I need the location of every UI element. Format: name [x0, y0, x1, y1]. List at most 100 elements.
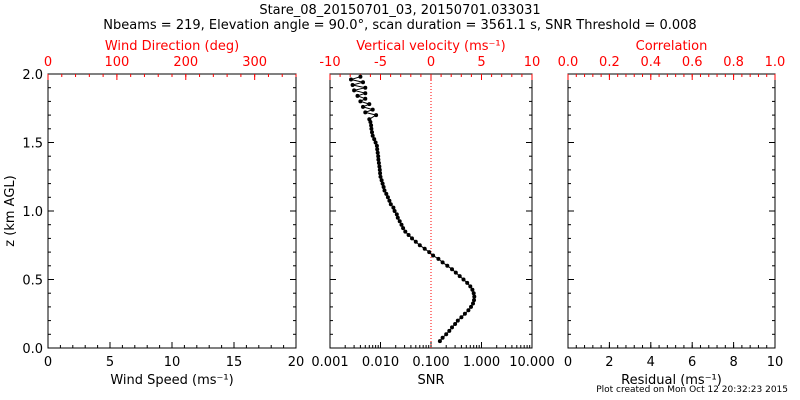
snr-data-point [406, 233, 411, 237]
snr-data-point [380, 181, 385, 186]
snr-data-point [378, 174, 383, 179]
x-tick-label-bottom: 1.000 [463, 355, 500, 370]
snr-data-point [422, 246, 427, 251]
y-tick-label: 0.5 [22, 274, 43, 289]
snr-data-point [392, 209, 397, 213]
x-tick-label-bottom: 4 [647, 355, 655, 370]
snr-data-point [466, 308, 471, 313]
x-tick-label-bottom: 0.100 [412, 355, 449, 370]
snr-data-point [394, 212, 399, 217]
snr-data-point [462, 311, 467, 316]
y-tick-label: 1.0 [22, 205, 43, 220]
snr-data-point [358, 74, 363, 79]
snr-data-point [363, 110, 368, 115]
snr-data-point [469, 304, 473, 309]
x-tick-label-top: 0.6 [682, 55, 703, 70]
x-tick-label-top: 0 [44, 55, 52, 70]
snr-data-point [350, 83, 355, 87]
x-axis-label-top: Correlation [636, 39, 708, 54]
snr-data-point [471, 301, 475, 306]
snr-data-point [444, 332, 449, 337]
snr-data-point [376, 154, 381, 159]
snr-data-point [440, 260, 445, 265]
snr-data-point [363, 91, 368, 96]
x-tick-label-bottom: 8 [729, 355, 737, 370]
snr-data-point [472, 294, 477, 299]
x-tick-label-top: 0.4 [640, 55, 661, 70]
snr-data-point [349, 77, 353, 82]
snr-data-point [468, 284, 473, 289]
y-axis-label: z (km AGL) [3, 175, 18, 246]
x-axis-label-top: Wind Direction (deg) [105, 39, 239, 54]
snr-data-point [450, 267, 454, 272]
snr-data-point [361, 80, 365, 85]
snr-data-point [410, 236, 414, 241]
x-tick-label-bottom: 5 [106, 355, 114, 370]
snr-data-point [370, 133, 375, 138]
snr-data-point [445, 263, 450, 268]
x-tick-label-top: 5 [477, 55, 485, 70]
x-tick-label-top: 0 [427, 55, 435, 70]
snr-data-point [447, 328, 452, 333]
snr-data-point [453, 270, 458, 275]
snr-data-point [373, 140, 378, 145]
snr-data-point [403, 229, 408, 234]
snr-data-point [378, 171, 383, 176]
x-axis-label-bottom: SNR [417, 373, 444, 388]
snr-data-point [374, 143, 379, 148]
x-tick-label-bottom: 10 [767, 355, 784, 370]
snr-data-point [397, 219, 402, 224]
snr-data-point [355, 93, 360, 98]
x-tick-label-bottom: 0 [564, 355, 572, 370]
x-tick-label-bottom: 20 [288, 355, 305, 370]
snr-data-point [440, 335, 445, 340]
snr-data-point [472, 298, 476, 303]
snr-data-point [387, 198, 392, 203]
x-tick-label-bottom: 10 [164, 355, 181, 370]
x-tick-label-bottom: 6 [688, 355, 696, 370]
snr-data-point [375, 147, 380, 152]
snr-data-point [459, 315, 464, 320]
snr-data-point [372, 137, 377, 142]
snr-data-point [471, 291, 476, 296]
snr-data-point [465, 280, 470, 285]
snr-data-point [370, 107, 375, 112]
x-tick-label-top: -5 [374, 55, 387, 70]
x-tick-label-bottom: 0.001 [311, 355, 348, 370]
snr-data-point [431, 253, 436, 258]
snr-data-point [388, 202, 393, 207]
x-axis-label-bottom: Wind Speed (ms⁻¹) [110, 373, 233, 388]
snr-data-point [374, 113, 379, 118]
snr-data-point [450, 325, 454, 330]
snr-data-point [453, 322, 458, 326]
snr-data-point [375, 150, 380, 155]
plot-credit: Plot created on Mon Oct 12 20:32:23 2015 [596, 385, 788, 395]
snr-data-point [382, 188, 387, 193]
snr-data-point [385, 195, 390, 200]
x-axis-label-bottom: Residual (ms⁻¹) [621, 373, 722, 388]
x-tick-label-bottom: 2 [605, 355, 613, 370]
snr-data-point [455, 318, 460, 323]
y-tick-label: 2.0 [22, 68, 43, 83]
plot-frame-correlation [567, 73, 776, 349]
snr-data-point [367, 102, 372, 107]
snr-data-point [417, 243, 422, 248]
snr-data-point [457, 274, 462, 279]
snr-data-point [361, 104, 365, 109]
x-tick-label-top: 200 [173, 55, 198, 70]
x-tick-label-top: 0.8 [723, 55, 744, 70]
x-tick-label-top: 100 [104, 55, 129, 70]
page-subtitle: Nbeams = 219, Elevation angle = 90.0°, s… [103, 18, 697, 33]
x-axis-label-top: Vertical velocity (ms⁻¹) [356, 39, 505, 54]
snr-data-point [399, 222, 404, 227]
plot-frame-wind [47, 73, 297, 349]
snr-data-point [461, 277, 466, 282]
x-tick-label-top: 0.2 [599, 55, 620, 70]
x-tick-label-top: 10 [524, 55, 541, 70]
snr-data-point [367, 117, 372, 122]
snr-data-point [427, 250, 432, 255]
snr-data-point [470, 287, 475, 292]
x-tick-label-top: 0.0 [558, 55, 579, 70]
snr-data-point [377, 167, 382, 172]
